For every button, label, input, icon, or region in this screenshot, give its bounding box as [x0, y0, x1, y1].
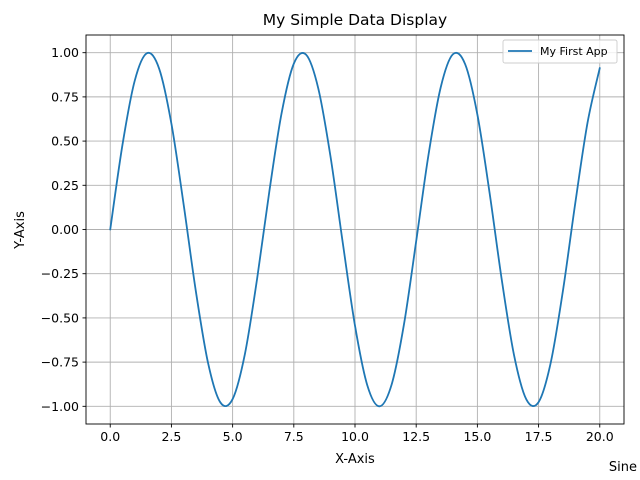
- legend-label: My First App: [540, 45, 608, 58]
- y-tick-label: −0.75: [41, 355, 79, 370]
- x-tick-label: 15.0: [463, 429, 491, 444]
- series-layer: [109, 51, 601, 408]
- x-tick-label: 17.5: [525, 429, 553, 444]
- grid: [86, 35, 624, 424]
- x-tick-label: 2.5: [161, 429, 181, 444]
- y-tick-label: −0.50: [41, 310, 79, 325]
- x-tick-label: 5.0: [223, 429, 243, 444]
- corner-label: Sine: [609, 460, 637, 475]
- x-axis-label: X-Axis: [335, 452, 375, 467]
- y-tick-label: 1.00: [51, 45, 79, 60]
- chart-title: My Simple Data Display: [263, 11, 447, 29]
- y-tick-label: 0.00: [51, 222, 79, 237]
- y-tick-label: 0.25: [51, 178, 79, 193]
- x-tick-label: 0.0: [100, 429, 120, 444]
- y-tick-label: −0.25: [41, 266, 79, 281]
- y-tick-label: −1.00: [41, 399, 79, 414]
- series-line: [109, 51, 601, 408]
- x-tick-label: 7.5: [284, 429, 304, 444]
- legend: My First App: [502, 39, 618, 64]
- y-tick-label: 0.75: [51, 89, 79, 104]
- ticks: 0.0 2.5 5.0 7.5 10.0 12.5 15.0 17.5 20.0 −1.00 −0.…: [41, 45, 614, 444]
- y-axis-label: Y-Axis: [13, 211, 28, 250]
- legend-box: [502, 39, 618, 64]
- y-tick-label: 0.50: [51, 134, 79, 149]
- x-tick-label: 12.5: [402, 429, 430, 444]
- x-tick-label: 10.0: [341, 429, 369, 444]
- x-tick-label: 20.0: [586, 429, 614, 444]
